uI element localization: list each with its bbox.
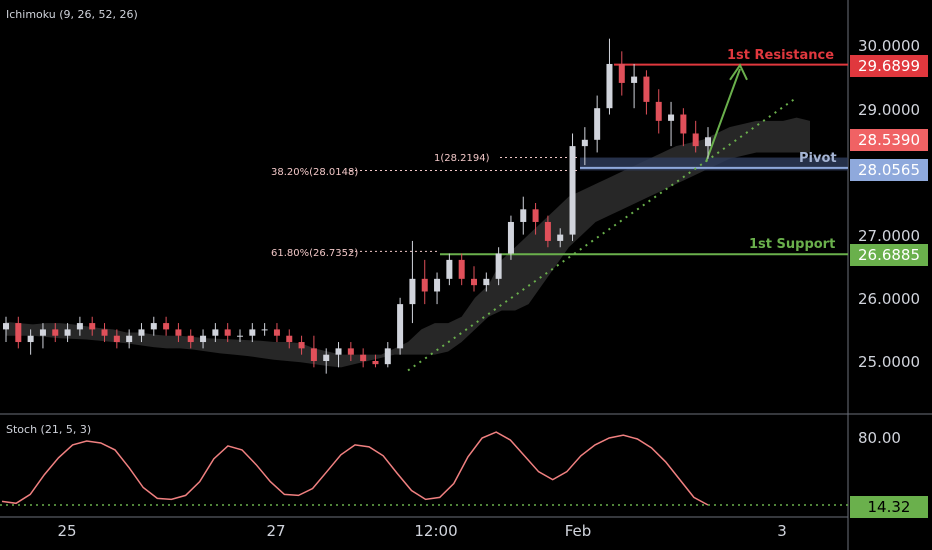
candle-body: [27, 335, 34, 343]
stoch-value-tag: 14.32: [850, 496, 928, 518]
candle-body: [15, 323, 22, 343]
last-price-tag: 28.5390: [850, 129, 928, 151]
x-tick-label: Feb: [564, 522, 592, 540]
candle-body: [483, 278, 490, 286]
ichimoku-cloud: [6, 117, 810, 368]
pivot-price-tag: 28.0565: [850, 159, 928, 181]
candle-body: [409, 278, 416, 305]
candle-body: [286, 335, 293, 343]
pivot-label: Pivot: [799, 151, 837, 166]
stoch-axis-label: 80.00: [858, 429, 901, 447]
candle-body: [298, 342, 305, 349]
fib-382-label: 38.20%(28.0148): [271, 167, 359, 178]
candle-body: [471, 278, 477, 286]
candle-body: [3, 323, 9, 330]
candle-body: [680, 114, 687, 134]
candle-body: [89, 323, 96, 330]
y-tick-label: 26.0000: [858, 290, 921, 308]
y-tick-label: 29.0000: [858, 101, 921, 119]
x-tick-label: 27: [266, 522, 286, 540]
candle-body: [705, 137, 711, 147]
stoch-indicator-label[interactable]: Stoch (21, 5, 3): [6, 423, 92, 436]
candle-body: [323, 354, 330, 361]
ichimoku-indicator-label[interactable]: Ichimoku (9, 26, 52, 26): [6, 8, 138, 21]
candle-body: [520, 209, 527, 222]
projection-arrowhead: [729, 63, 748, 81]
candle-body: [261, 329, 268, 331]
resistance-label: 1st Resistance: [727, 48, 835, 63]
candle-body: [347, 348, 354, 355]
candle-body: [237, 335, 243, 337]
candle-body: [631, 76, 638, 83]
candle-body: [618, 63, 625, 83]
candle-body: [175, 329, 182, 336]
candle-body: [532, 209, 539, 222]
candle-body: [557, 234, 564, 241]
candle-body: [76, 323, 83, 330]
candle-body: [544, 221, 551, 241]
candle-body: [52, 329, 59, 336]
candle-body: [643, 76, 650, 102]
candle-body: [495, 253, 502, 279]
candle-body: [569, 146, 576, 235]
support-price-tag: 26.6885: [850, 244, 928, 266]
y-tick-label: 30.0000: [858, 37, 921, 55]
candle-body: [249, 329, 256, 336]
candle-body: [39, 329, 46, 336]
candle-body: [273, 329, 280, 336]
candle-body: [507, 221, 514, 254]
resistance-price-tag: 29.6899: [850, 55, 928, 77]
candle-body: [446, 259, 453, 279]
candle-body: [421, 278, 428, 292]
x-tick-label: 3: [777, 522, 787, 540]
fib-618-label: 61.80%(26.7352): [271, 248, 359, 259]
candle-body: [384, 348, 391, 365]
candle-body: [113, 335, 120, 343]
candle-body: [64, 329, 71, 336]
candle-body: [434, 278, 441, 292]
x-tick-label: 12:00: [414, 522, 458, 540]
candle-body: [138, 329, 145, 336]
candle-body: [224, 329, 231, 336]
stoch-line: [1, 431, 709, 506]
candle-body: [668, 114, 675, 121]
candle-body: [200, 335, 207, 343]
candle-body: [655, 101, 662, 121]
candle-body: [594, 108, 601, 140]
candle-body: [581, 139, 588, 147]
fib-100-label: 1(28.2194): [434, 153, 490, 164]
projection-arrow: [705, 68, 741, 163]
candle-body: [212, 329, 219, 336]
candle-body: [692, 133, 699, 147]
candle-body: [150, 323, 157, 330]
candle-body: [187, 335, 194, 343]
candle-body: [163, 323, 170, 330]
candle-body: [360, 354, 367, 361]
candle-body: [397, 304, 404, 349]
candle-body: [606, 63, 613, 109]
candle-body: [310, 348, 317, 361]
ascending-trendline: [407, 97, 796, 372]
x-tick-label: 25: [57, 522, 77, 540]
candle-body: [126, 335, 133, 343]
support-label: 1st Support: [749, 237, 836, 252]
y-tick-label: 27.0000: [858, 227, 921, 245]
candle-body: [458, 259, 465, 279]
candle-body: [101, 329, 108, 336]
candle-body: [372, 361, 379, 365]
y-tick-label: 25.0000: [858, 353, 921, 371]
candle-body: [335, 348, 342, 355]
